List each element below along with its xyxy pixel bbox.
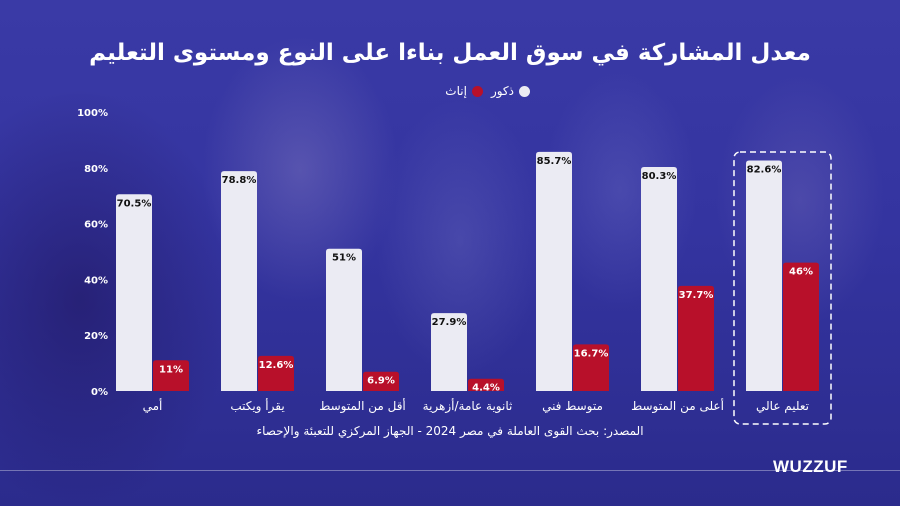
bar-female (573, 344, 609, 391)
legend-label-female: إناث (445, 84, 467, 98)
legend-label-male: ذكور (490, 84, 514, 98)
data-label-female: 46% (789, 267, 813, 278)
data-label-female: 37.7% (679, 290, 714, 301)
data-label-male: 27.9% (432, 317, 467, 328)
data-label-male: 80.3% (642, 171, 677, 182)
bar-female (363, 371, 399, 391)
data-label-male: 51% (332, 253, 356, 264)
data-label-female: 12.6% (259, 360, 294, 371)
bar-female (468, 378, 504, 391)
y-tick-label: 60% (84, 220, 108, 231)
highlight-box (733, 151, 832, 425)
category-label: تعليم عالي (756, 399, 809, 413)
legend-item-female: إناث (445, 84, 483, 98)
bar-male (221, 171, 257, 391)
y-tick-label: 20% (84, 331, 108, 342)
bar-female (153, 360, 189, 391)
category-label: أقل من المتوسط (319, 398, 406, 414)
category-label: أمي (143, 398, 163, 413)
bar-male (536, 151, 572, 391)
legend-swatch-female (471, 85, 483, 97)
data-label-male: 82.6% (747, 165, 782, 176)
data-label-male: 85.7% (537, 156, 572, 167)
bar-male (116, 194, 152, 391)
data-label-female: 11% (159, 364, 183, 375)
bar-male (746, 160, 782, 391)
bar-female (783, 262, 819, 391)
chart-legend: ذكور إناث (380, 82, 530, 100)
data-label-male: 78.8% (222, 175, 257, 186)
bar-male (431, 313, 467, 391)
data-label-male: 70.5% (117, 198, 152, 209)
y-tick-label: 100% (77, 108, 108, 119)
bar-female (258, 355, 294, 391)
bar-male (641, 166, 677, 391)
category-label: ثانوية عامة/أزهرية (423, 398, 513, 414)
brand-logo: WUZZUF (773, 457, 848, 476)
bar-male (326, 248, 362, 391)
bar-female (678, 285, 714, 391)
y-tick-label: 40% (84, 275, 108, 286)
legend-item-male: ذكور (491, 84, 530, 98)
footer-divider (0, 470, 900, 471)
category-label: يقرأ ويكتب (230, 398, 284, 414)
y-tick-label: 0% (91, 387, 108, 398)
chart-title: معدل المشاركة في سوق العمل بناءا على الن… (89, 40, 811, 66)
data-label-female: 6.9% (367, 376, 395, 387)
legend-swatch-male (519, 85, 530, 97)
data-label-female: 4.4% (472, 383, 500, 394)
source-note: المصدر: بحث القوى العاملة في مصر 2024 - … (256, 424, 644, 438)
data-label-female: 16.7% (574, 348, 609, 359)
category-label: متوسط فني (542, 399, 603, 414)
category-label: أعلى من المتوسط (631, 398, 724, 414)
y-tick-label: 80% (84, 164, 108, 175)
